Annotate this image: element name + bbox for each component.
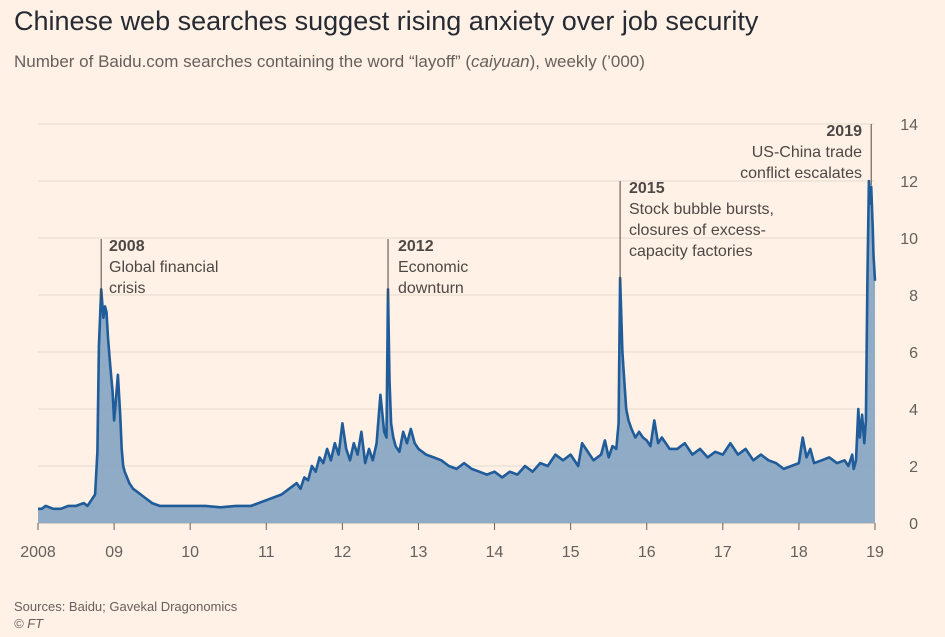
y-axis: 0 2 4 6 8 10 12 14 [900,117,918,533]
annotation-text: Global financial [109,259,218,276]
x-tick-label: 10 [181,544,199,561]
source-note: Sources: Baidu; Gavekal Dragonomics © FT [14,598,237,632]
x-tick-label: 09 [105,544,123,561]
y-tick-label: 8 [909,288,918,305]
series-area [38,179,877,523]
x-tick-label: 13 [410,544,428,561]
annotation-text: Economic [398,259,468,276]
annotation-text: conflict escalates [740,165,862,182]
x-tick-label: 11 [258,544,275,561]
annotation-text: crisis [109,280,145,297]
annotation-year: 2015 [629,180,665,197]
series-line [38,179,877,511]
annotation-text: capacity factories [629,243,753,260]
x-tick-label: 17 [714,544,732,561]
chart-title: Chinese web searches suggest rising anxi… [14,6,759,36]
x-axis: 2008 09 10 11 12 13 14 15 16 17 18 19 [20,523,884,561]
subtitle-text-italic: caiyuan [471,52,530,71]
y-tick-label: 10 [900,231,918,248]
annotation-year: 2008 [109,238,145,255]
x-tick-label: 19 [866,544,884,561]
x-tick-label: 15 [562,544,580,561]
subtitle-text-b: ), weekly (’000) [529,52,645,71]
y-tick-label: 2 [909,459,918,476]
y-tick-label: 6 [909,345,918,362]
x-tick-label: 18 [790,544,808,561]
subtitle-text-a: Number of Baidu.com searches containing … [14,52,472,71]
chart-subtitle: Number of Baidu.com searches containing … [14,52,645,72]
annotation-text: Stock bubble bursts, [629,201,774,218]
x-tick-label: 12 [333,544,351,561]
y-tick-label: 4 [909,402,918,419]
annotation-year: 2012 [398,238,434,255]
annotation-text: closures of excess- [629,222,766,239]
x-tick-label: 16 [638,544,656,561]
y-tick-label: 0 [909,516,918,533]
ft-credit: © FT [14,616,44,631]
annotations: 2008 Global financial crisis 2012 Economic do… [100,123,872,300]
y-tick-label: 14 [900,117,918,134]
annotation-text: US-China trade [752,144,862,161]
x-tick-label: 2008 [20,544,56,561]
x-tick-label: 14 [486,544,504,561]
annotation-text: downturn [398,280,464,297]
sources-text: Sources: Baidu; Gavekal Dragonomics [14,599,238,614]
annotation-year: 2019 [826,123,862,140]
y-tick-label: 12 [900,174,918,191]
series-area-fill [38,181,875,523]
